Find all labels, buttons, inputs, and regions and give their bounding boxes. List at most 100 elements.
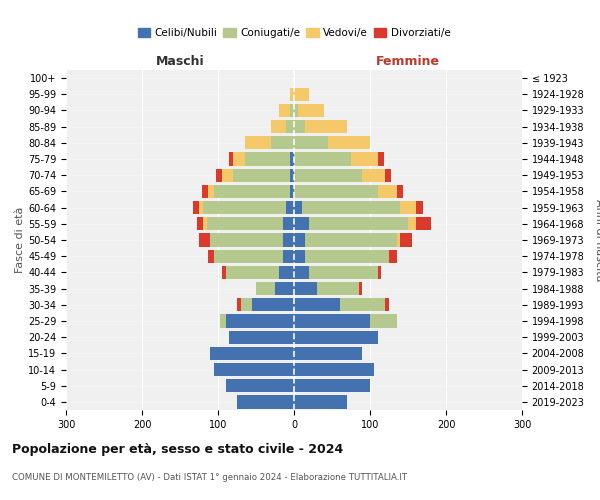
Bar	[294, 120, 305, 134]
Bar	[290, 168, 294, 182]
Bar	[294, 330, 377, 344]
Bar	[385, 168, 391, 182]
Bar	[294, 314, 370, 328]
Bar	[302, 201, 400, 214]
Bar	[222, 266, 226, 279]
Bar	[193, 201, 199, 214]
Bar	[275, 282, 294, 295]
Bar	[309, 217, 408, 230]
Bar	[203, 217, 206, 230]
Bar	[305, 234, 397, 246]
Bar	[256, 282, 275, 295]
Bar	[294, 379, 370, 392]
Bar	[305, 120, 347, 134]
Bar	[298, 104, 325, 117]
Bar	[197, 217, 203, 230]
Bar	[397, 234, 400, 246]
Bar	[377, 266, 382, 279]
Bar	[214, 185, 290, 198]
Bar	[309, 266, 377, 279]
Bar	[279, 266, 294, 279]
Bar	[290, 185, 294, 198]
Bar	[241, 298, 252, 312]
Bar	[290, 104, 294, 117]
Bar	[294, 217, 309, 230]
Bar	[294, 363, 374, 376]
Bar	[229, 330, 294, 344]
Bar	[389, 250, 397, 263]
Bar	[211, 346, 294, 360]
Bar	[220, 314, 226, 328]
Bar	[279, 104, 290, 117]
Bar	[245, 136, 271, 149]
Bar	[408, 217, 416, 230]
Bar	[370, 314, 397, 328]
Bar	[206, 217, 283, 230]
Bar	[252, 298, 294, 312]
Bar	[294, 201, 302, 214]
Bar	[208, 185, 214, 198]
Bar	[294, 346, 362, 360]
Y-axis label: Anni di nascita: Anni di nascita	[594, 198, 600, 281]
Bar	[290, 152, 294, 166]
Bar	[359, 282, 362, 295]
Bar	[283, 250, 294, 263]
Bar	[340, 298, 385, 312]
Bar	[328, 136, 370, 149]
Bar	[229, 152, 233, 166]
Bar	[222, 168, 233, 182]
Bar	[237, 298, 241, 312]
Text: Maschi: Maschi	[155, 54, 205, 68]
Bar	[294, 168, 362, 182]
Bar	[377, 185, 397, 198]
Bar	[233, 152, 245, 166]
Bar	[226, 266, 279, 279]
Bar	[400, 201, 416, 214]
Bar	[377, 152, 383, 166]
Bar	[362, 168, 385, 182]
Bar	[211, 234, 283, 246]
Bar	[294, 88, 309, 101]
Bar	[385, 298, 389, 312]
Bar	[271, 136, 294, 149]
Bar	[283, 217, 294, 230]
Bar	[290, 88, 294, 101]
Bar	[214, 250, 283, 263]
Bar	[226, 314, 294, 328]
Bar	[214, 363, 294, 376]
Bar	[294, 396, 347, 408]
Bar	[208, 250, 214, 263]
Bar	[294, 136, 328, 149]
Bar	[317, 282, 359, 295]
Bar	[286, 201, 294, 214]
Bar	[294, 234, 305, 246]
Bar	[226, 379, 294, 392]
Bar	[400, 234, 412, 246]
Bar	[199, 234, 211, 246]
Bar	[416, 201, 423, 214]
Bar	[294, 266, 309, 279]
Bar	[245, 152, 290, 166]
Text: Popolazione per età, sesso e stato civile - 2024: Popolazione per età, sesso e stato civil…	[12, 442, 343, 456]
Bar	[416, 217, 431, 230]
Bar	[351, 152, 377, 166]
Bar	[271, 120, 286, 134]
Bar	[294, 282, 317, 295]
Bar	[294, 250, 305, 263]
Bar	[294, 152, 351, 166]
Bar	[203, 201, 286, 214]
Bar	[294, 298, 340, 312]
Bar	[294, 185, 377, 198]
Bar	[237, 396, 294, 408]
Bar	[202, 185, 208, 198]
Bar	[233, 168, 290, 182]
Bar	[305, 250, 389, 263]
Bar	[294, 104, 298, 117]
Text: Femmine: Femmine	[376, 54, 440, 68]
Bar	[286, 120, 294, 134]
Bar	[397, 185, 403, 198]
Bar	[199, 201, 203, 214]
Y-axis label: Fasce di età: Fasce di età	[15, 207, 25, 273]
Legend: Celibi/Nubili, Coniugati/e, Vedovi/e, Divorziati/e: Celibi/Nubili, Coniugati/e, Vedovi/e, Di…	[133, 24, 455, 42]
Bar	[283, 234, 294, 246]
